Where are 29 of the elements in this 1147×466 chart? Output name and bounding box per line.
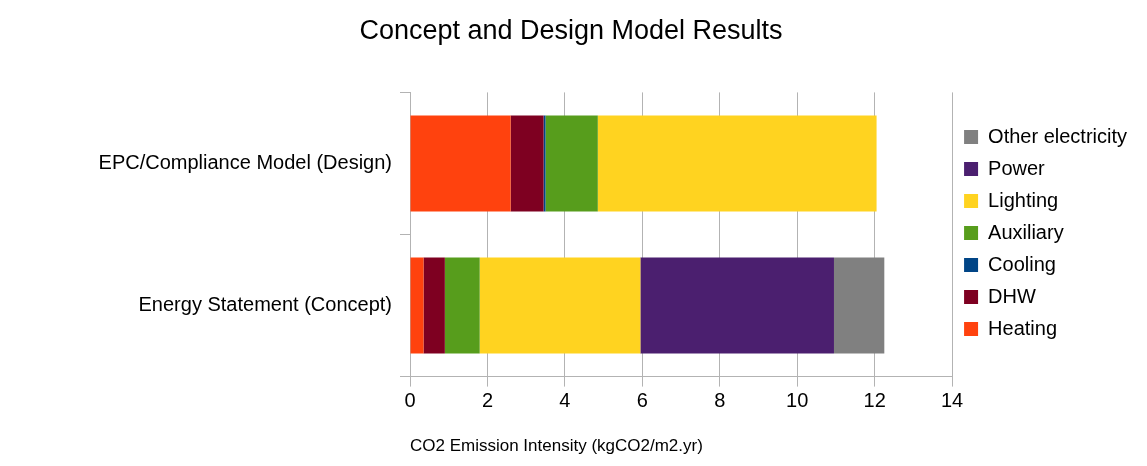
x-tick-label: 10 xyxy=(786,389,809,412)
y-tick-label: EPC/Compliance Model (Design) xyxy=(98,150,392,173)
x-tick-label: 12 xyxy=(863,389,886,412)
bar xyxy=(479,257,641,354)
x-tick-label: 4 xyxy=(559,389,571,412)
bar xyxy=(640,257,834,354)
bar xyxy=(545,115,598,212)
legend-label: Power xyxy=(988,156,1046,179)
legend-label: Auxiliary xyxy=(988,220,1064,243)
x-tick-label: 8 xyxy=(714,389,726,412)
bar xyxy=(410,257,424,354)
bar xyxy=(597,115,877,212)
legend-label: DHW xyxy=(988,284,1036,307)
bar xyxy=(410,115,511,212)
x-tick-label: 6 xyxy=(636,389,648,412)
bar xyxy=(444,257,480,354)
x-axis-title: CO2 Emission Intensity (kgCO2/m2.yr) xyxy=(410,436,703,456)
x-tick-label: 0 xyxy=(404,389,416,412)
bar xyxy=(423,257,445,354)
bar xyxy=(510,115,544,212)
y-tick-label: Energy Statement (Concept) xyxy=(138,293,392,316)
x-tick-label: 14 xyxy=(940,389,964,412)
chart-title: Concept and Design Model Results xyxy=(359,14,783,45)
legend-label: Heating xyxy=(988,316,1058,339)
legend-label: Other electricity xyxy=(988,124,1128,147)
x-tick-label: 2 xyxy=(481,389,493,412)
bar xyxy=(833,257,885,354)
legend-label: Lighting xyxy=(988,188,1059,211)
legend-label: Cooling xyxy=(988,252,1056,275)
